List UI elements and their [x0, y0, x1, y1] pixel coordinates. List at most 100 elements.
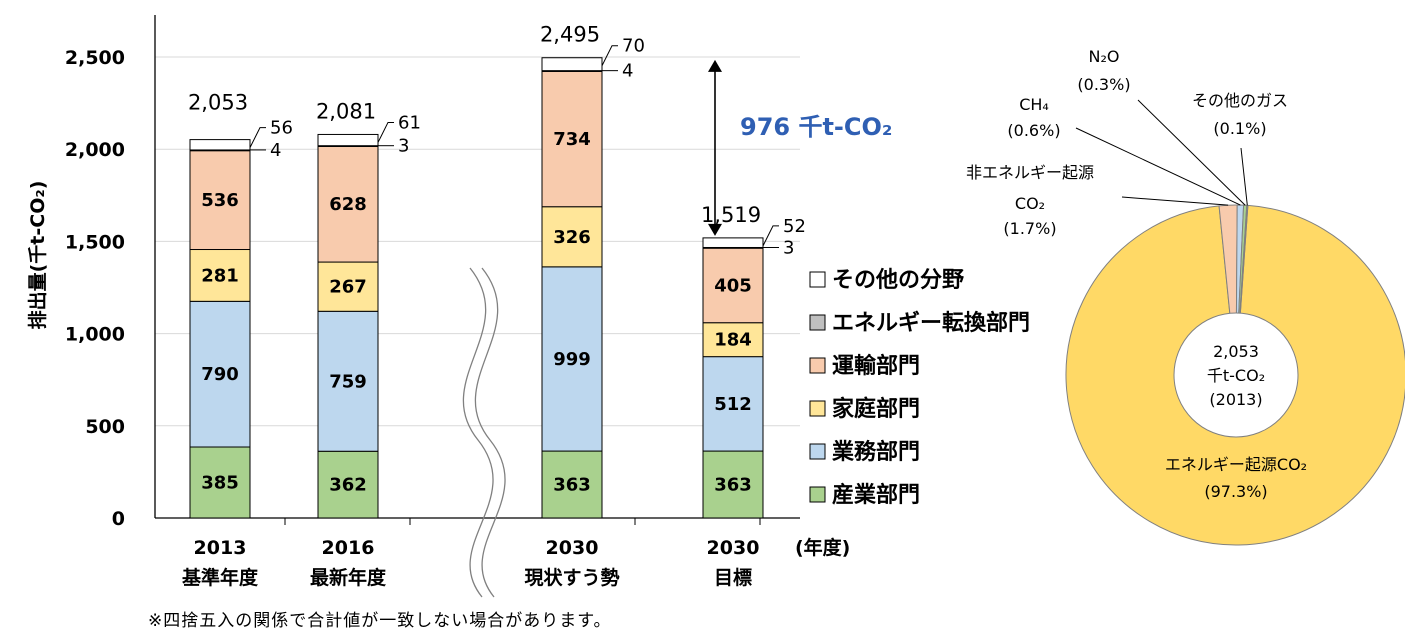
legend-swatch — [809, 400, 826, 417]
legend-swatch — [809, 271, 826, 288]
legend-item-label: 家庭部門 — [832, 396, 920, 422]
legend-swatch — [809, 314, 826, 331]
y-tick-label: 0 — [112, 508, 125, 530]
bar-segment — [702, 247, 764, 324]
segment-value-label: 326 — [553, 227, 591, 248]
other-value-label: 61 — [398, 112, 421, 133]
y-tick-label: 2,500 — [65, 47, 125, 69]
total-value-label: 2,495 — [540, 23, 600, 47]
other-value-label: 70 — [622, 36, 645, 57]
slice-label: その他のガス — [1192, 91, 1288, 110]
bar-segment — [189, 249, 251, 302]
arrow-head-up — [708, 59, 722, 72]
legend-swatch — [809, 357, 826, 374]
segment-value-label: 363 — [553, 475, 591, 496]
center-unit: 千t-CO₂ — [1207, 366, 1265, 385]
energy-conversion-value-label: 3 — [783, 237, 794, 258]
slice-percent: (0.3%) — [1077, 75, 1130, 94]
donut-chart: 2,053 千t-CO₂ (2013) エネルギー起源CO₂ (97.3%) 非エネルギー… — [966, 47, 1405, 546]
callout-line — [601, 45, 618, 66]
segment-value-label: 759 — [329, 371, 367, 392]
donut-hole — [1173, 312, 1299, 438]
energy-conversion-value-label: 3 — [398, 136, 409, 157]
slice-percent: (1.7%) — [1003, 219, 1056, 238]
center-total: 2,053 — [1213, 342, 1259, 361]
annotations: 976 千t-CO₂ ※四捨五入の関係で合計値が一致しない場合があります。 — [148, 59, 892, 631]
legend-item-label: 運輸部門 — [832, 353, 920, 379]
y-tick-label: 1,500 — [65, 231, 125, 253]
y-tick-label: 500 — [85, 416, 125, 438]
bar-segment — [189, 139, 251, 151]
category-year-label: 2030 — [546, 537, 599, 559]
leader-line — [1075, 127, 1241, 206]
axes: 0 500 1,000 1,500 2,000 2,500 排出量(千t-CO₂) — [26, 15, 800, 598]
axis-break-line — [462, 267, 494, 598]
other-value-label: 52 — [783, 216, 806, 237]
segment-value-label: 363 — [714, 475, 752, 496]
leader-line — [1240, 147, 1248, 206]
segment-value-label: 184 — [714, 330, 752, 351]
leader-line — [1137, 99, 1246, 206]
callout-line — [762, 225, 779, 247]
bar-segment — [189, 300, 251, 448]
slice-label: エネルギー起源CO₂ — [1165, 455, 1307, 474]
legend-item-label: エネルギー転換部門 — [832, 310, 1030, 336]
segment-value-label: 512 — [714, 394, 752, 415]
bar-segment — [541, 57, 603, 72]
segment-value-label: 362 — [329, 475, 367, 496]
bar-segment — [189, 150, 251, 251]
energy-conversion-value-label: 4 — [622, 61, 633, 82]
slice-label: N₂O — [1089, 47, 1120, 66]
energy-conversion-value-label: 4 — [270, 140, 281, 161]
legend-item-label: 業務部門 — [832, 439, 920, 465]
gridlines — [155, 56, 800, 427]
bar-segment — [702, 237, 764, 248]
category-sub-label: 最新年度 — [310, 566, 387, 589]
segment-value-label: 734 — [553, 129, 591, 150]
data-labels: 3857902815365642,0532013基準年度362759267628… — [181, 23, 850, 589]
other-value-label: 56 — [270, 118, 293, 139]
difference-annotation: 976 千t-CO₂ — [740, 113, 892, 141]
bar-segment — [189, 446, 251, 519]
bar-segment — [702, 322, 764, 358]
y-tick-label: 2,000 — [65, 139, 125, 161]
segment-value-label: 267 — [329, 277, 367, 298]
total-value-label: 2,081 — [316, 99, 376, 123]
legend-item-label: 産業部門 — [832, 482, 920, 508]
bar-segment — [702, 356, 764, 452]
category-sub-label: 現状すう勢 — [524, 566, 619, 589]
segment-value-label: 281 — [201, 265, 239, 286]
bar-segment — [317, 450, 379, 519]
segment-value-label: 999 — [553, 349, 591, 370]
legend-item-label: その他の分野 — [832, 268, 964, 293]
bar-segment — [317, 145, 379, 263]
slice-label: CH₄ — [1019, 95, 1049, 114]
slice-percent: (0.6%) — [1007, 121, 1060, 140]
category-year-label: 2016 — [322, 537, 375, 559]
footnote: ※四捨五入の関係で合計値が一致しない場合があります。 — [148, 611, 612, 631]
bar-segment — [317, 261, 379, 312]
slice-percent: (97.3%) — [1204, 482, 1267, 501]
y-tick-label: 1,000 — [65, 324, 125, 346]
bar-segment — [702, 450, 764, 519]
category-sub-label: 基準年度 — [181, 566, 259, 589]
axis-break-line — [474, 267, 506, 598]
callout-line — [377, 121, 394, 143]
leader-line — [1121, 196, 1229, 206]
slice-label: 非エネルギー起源 — [966, 163, 1094, 182]
year-unit-label: (年度) — [795, 536, 850, 559]
slice-label: CO₂ — [1015, 194, 1045, 213]
segment-value-label: 628 — [329, 194, 367, 215]
bars — [189, 57, 764, 519]
bar-segment — [317, 133, 379, 147]
bar-segment — [317, 310, 379, 452]
segment-value-label: 405 — [714, 275, 752, 296]
segment-value-label: 536 — [201, 190, 239, 211]
y-axis-title: 排出量(千t-CO₂) — [26, 181, 49, 330]
segment-value-label: 790 — [201, 364, 239, 385]
category-year-label: 2030 — [707, 537, 760, 559]
total-value-label: 1,519 — [701, 203, 761, 227]
legend-swatch — [809, 486, 826, 503]
